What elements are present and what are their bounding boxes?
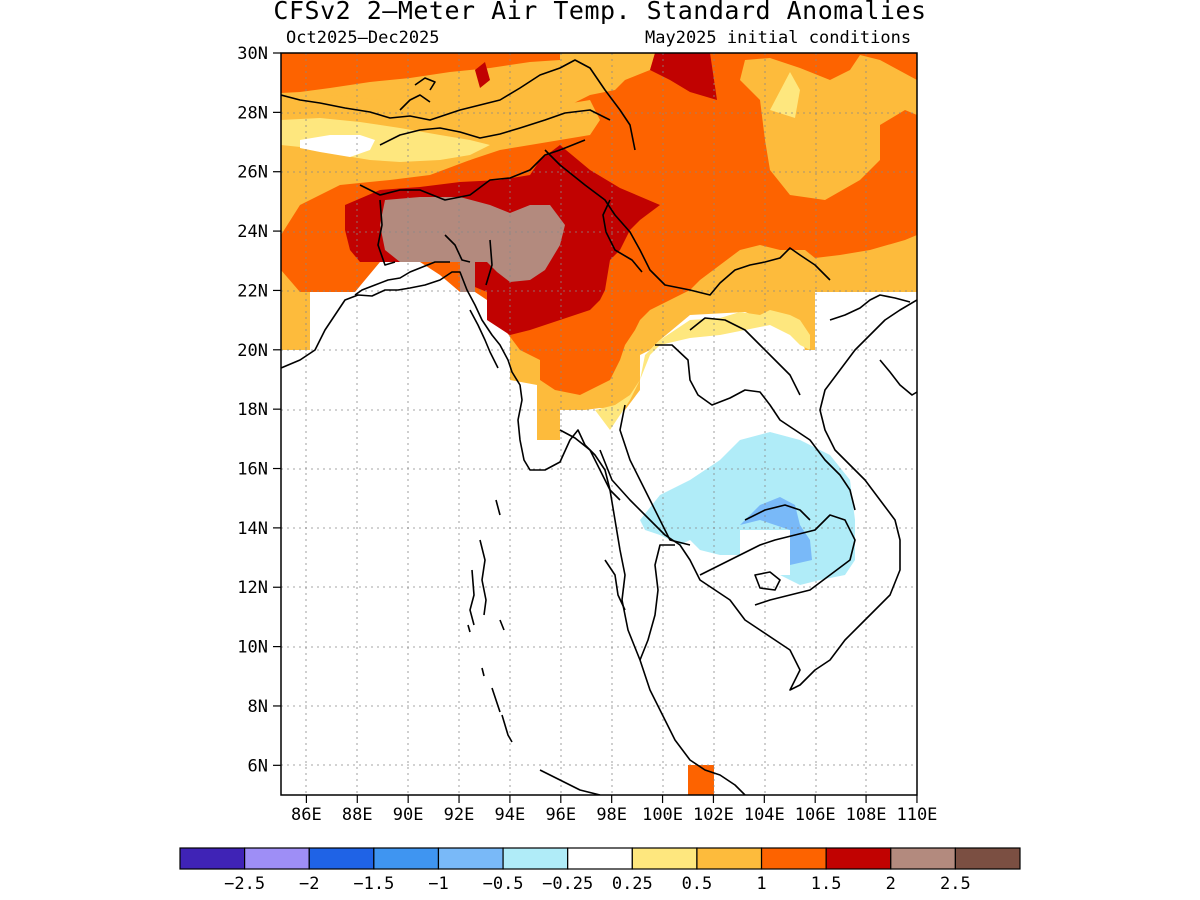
coastlines-borders	[281, 59, 917, 795]
colorbar-label: 2.5	[940, 874, 971, 894]
border	[559, 429, 621, 501]
border	[689, 317, 801, 396]
lon-label: 98E	[596, 805, 627, 825]
lon-label: 104E	[744, 805, 785, 825]
anomaly-field-plus-2	[460, 262, 475, 292]
coastline	[414, 77, 436, 91]
border	[699, 514, 856, 606]
border	[359, 139, 586, 201]
colorbar-label: −1	[428, 874, 448, 894]
coastline	[879, 359, 917, 396]
colorbar-label: −0.5	[483, 874, 524, 894]
border	[655, 344, 856, 511]
colorbar-label: −2	[299, 874, 319, 894]
lat-label: 28N	[237, 103, 268, 123]
lat-label: 26N	[237, 163, 268, 183]
lat-label: 6N	[248, 756, 268, 776]
lon-label: 90E	[393, 805, 424, 825]
lat-label: 14N	[237, 519, 268, 539]
coastline-bay	[354, 261, 450, 296]
coastline	[399, 94, 431, 111]
coastline	[281, 271, 746, 795]
lat-label: 12N	[237, 578, 268, 598]
colorbar-swatch	[179, 847, 246, 870]
anomaly-field-plus-1	[281, 53, 560, 93]
border	[281, 59, 636, 151]
colorbar-label: −1.5	[353, 874, 394, 894]
lon-label: 110E	[896, 805, 937, 825]
border	[485, 239, 493, 286]
coastline	[639, 544, 675, 661]
colorbar-swatch	[631, 847, 698, 870]
border	[444, 234, 471, 263]
anomaly-field-plus-1-5	[650, 53, 717, 100]
anomaly-field-plus-1	[688, 765, 714, 795]
border	[744, 504, 811, 521]
colorbar-swatch	[825, 847, 892, 870]
colorbar-swatch	[890, 847, 956, 870]
colorbar: −2.5 −2 −1.5 −1 −0.5 −0.25 0.25 0.5 1 1.5 2 2.5	[179, 847, 1021, 894]
colorbar-label: −0.25	[542, 874, 593, 894]
lat-label: 20N	[237, 341, 268, 361]
coastline	[599, 299, 917, 691]
colorbar-swatch	[954, 847, 1021, 870]
initial-conditions: May2025 initial conditions	[645, 28, 912, 48]
lat-label: 30N	[237, 44, 268, 64]
coastline	[539, 769, 601, 795]
lon-label: 96E	[545, 805, 576, 825]
latitude-axis: 30N 28N 26N 24N 22N 20N 18N 16N 14N 12N 10N 8N 6N	[237, 44, 281, 776]
longitude-axis: 86E 88E 90E 92E 94E 96E 98E 100E 102E 104E 106E 108…	[291, 795, 937, 825]
anomaly-field-plus-2	[380, 197, 565, 282]
lon-label: 102E	[693, 805, 734, 825]
colorbar-label: 1	[756, 874, 766, 894]
plot-frame	[280, 52, 918, 796]
map-title: CFSv2 2–Meter Air Temp. Standard Anomali…	[273, 0, 927, 25]
lon-label: 94E	[495, 805, 526, 825]
colorbar-label: 2	[886, 874, 896, 894]
colorbar-label: 0.5	[682, 874, 713, 894]
colorbar-swatch	[502, 847, 569, 870]
lat-label: 24N	[237, 222, 268, 242]
lon-label: 86E	[291, 805, 322, 825]
colorbar-label: −2.5	[224, 874, 265, 894]
colorbar-swatch	[373, 847, 440, 870]
colorbar-swatch	[567, 847, 633, 870]
lat-label: 22N	[237, 281, 268, 301]
colorbar-swatch	[244, 847, 310, 870]
islands	[467, 499, 513, 743]
colorbar-swatch	[696, 847, 763, 870]
lat-label: 10N	[237, 638, 268, 658]
lon-label: 100E	[642, 805, 683, 825]
anomaly-fields	[281, 53, 917, 795]
border	[544, 149, 831, 296]
anomaly-field-plus-0-25	[770, 72, 800, 118]
coastline	[469, 309, 499, 369]
forecast-period: Oct2025–Dec2025	[286, 28, 440, 48]
colorbar-swatch	[760, 847, 827, 870]
lon-label: 88E	[342, 805, 373, 825]
coastline	[829, 294, 911, 321]
border	[379, 109, 611, 146]
coastline	[604, 559, 626, 611]
lon-label: 106E	[795, 805, 836, 825]
lat-label: 16N	[237, 460, 268, 480]
island	[754, 571, 781, 591]
lat-label: 8N	[248, 697, 268, 717]
colorbar-swatch	[437, 847, 504, 870]
colorbar-label: 1.5	[811, 874, 842, 894]
border	[602, 199, 643, 273]
colorbar-label: 0.25	[612, 874, 653, 894]
border	[619, 404, 691, 546]
border	[377, 199, 396, 266]
anomaly-field-neutral	[300, 135, 375, 157]
lon-label: 108E	[846, 805, 887, 825]
colorbar-swatch	[308, 847, 375, 870]
lon-label: 92E	[444, 805, 475, 825]
anomaly-field-plus-0-25	[595, 310, 810, 430]
anomaly-field-plus-1-5	[475, 62, 490, 88]
lat-label: 18N	[237, 400, 268, 420]
